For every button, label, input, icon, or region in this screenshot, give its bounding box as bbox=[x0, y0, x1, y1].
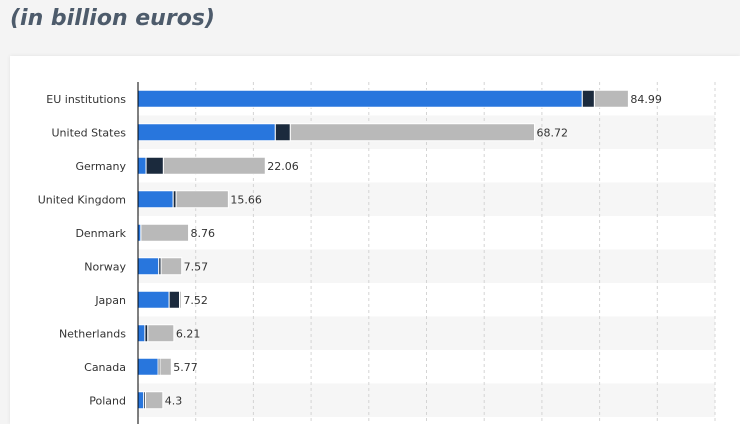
category-label: United States bbox=[52, 126, 127, 139]
bar-segment[interactable] bbox=[137, 357, 159, 376]
category-label: Denmark bbox=[75, 227, 126, 240]
bar-segment[interactable] bbox=[137, 156, 147, 175]
bar-segment[interactable] bbox=[145, 391, 164, 410]
bar-segment[interactable] bbox=[145, 156, 164, 175]
category-label: Norway bbox=[84, 260, 126, 273]
value-label: 8.76 bbox=[191, 227, 216, 240]
bar-segment[interactable] bbox=[581, 89, 595, 108]
value-label: 68.72 bbox=[537, 126, 569, 139]
bar-segment[interactable] bbox=[159, 357, 172, 376]
labels: EU institutions 84.99 United States 68.72 Ge… bbox=[38, 93, 662, 408]
category-label: Canada bbox=[84, 361, 126, 374]
category-label: EU institutions bbox=[46, 93, 126, 106]
bar-segment[interactable] bbox=[162, 156, 266, 175]
bar-segment[interactable] bbox=[168, 290, 181, 309]
bar-segment[interactable] bbox=[593, 89, 629, 108]
bar-segment[interactable] bbox=[274, 123, 291, 142]
value-label: 22.06 bbox=[267, 160, 299, 173]
value-label: 7.52 bbox=[183, 294, 208, 307]
row-band bbox=[138, 249, 715, 283]
category-label: Japan bbox=[94, 294, 126, 307]
category-label: Netherlands bbox=[59, 327, 126, 340]
bar-segment[interactable] bbox=[137, 257, 160, 276]
category-label: Poland bbox=[89, 394, 126, 407]
value-label: 4.3 bbox=[165, 394, 183, 407]
bar-segment[interactable] bbox=[137, 89, 583, 108]
category-label: United Kingdom bbox=[38, 193, 126, 206]
bar-segment[interactable] bbox=[137, 290, 170, 309]
row-band bbox=[138, 316, 715, 350]
bar-segment[interactable] bbox=[147, 324, 175, 343]
chart-card: EU institutions 84.99 United States 68.72 Ge… bbox=[10, 56, 740, 424]
bar-segment[interactable] bbox=[175, 190, 229, 209]
bar-segment[interactable] bbox=[289, 123, 536, 142]
bar-segment[interactable] bbox=[137, 123, 276, 142]
bar-segment[interactable] bbox=[137, 324, 146, 343]
bar-segment[interactable] bbox=[179, 290, 182, 309]
category-label: Germany bbox=[75, 160, 126, 173]
bar-segment[interactable] bbox=[137, 391, 145, 410]
bar-segment[interactable] bbox=[140, 223, 190, 242]
bars bbox=[137, 89, 629, 410]
bar-chart: EU institutions 84.99 United States 68.72 Ge… bbox=[38, 82, 716, 424]
value-label: 15.66 bbox=[230, 193, 262, 206]
bar-segment[interactable] bbox=[160, 257, 183, 276]
value-label: 6.21 bbox=[176, 327, 201, 340]
value-label: 84.99 bbox=[630, 93, 662, 106]
value-label: 5.77 bbox=[173, 361, 198, 374]
value-label: 7.57 bbox=[184, 260, 209, 273]
chart-subtitle: (in billion euros) bbox=[10, 6, 215, 31]
bar-segment[interactable] bbox=[137, 190, 174, 209]
